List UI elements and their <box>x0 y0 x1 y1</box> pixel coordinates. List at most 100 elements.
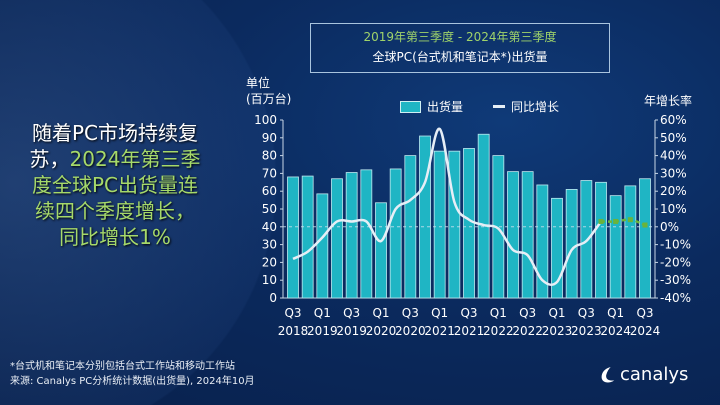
right-axis-label: 年增长率 <box>644 94 693 108</box>
legend-bar-swatch <box>400 100 421 113</box>
bar-Q1-2019 <box>316 193 329 299</box>
left-axis-label-line2: (百万台) <box>246 92 292 106</box>
footnote: *台式机和笔记本分别包括台式工作站和移动工作站 来源: Canalys PC分析… <box>10 359 255 389</box>
left-tick-label: 80 <box>262 149 277 163</box>
headline-white-2: 苏， <box>29 147 70 171</box>
left-axis-label: 单位 (百万台) <box>246 75 291 107</box>
bar-Q2-2021 <box>448 150 461 299</box>
left-tick-label: 40 <box>262 220 277 234</box>
legend: 出货量 同比增长 <box>400 98 559 115</box>
right-tick-label: 60% <box>660 113 687 127</box>
x-tick-quarter: Q1 <box>490 306 507 320</box>
legend-line-label: 同比增长 <box>511 100 560 114</box>
left-tick-label: 10 <box>262 273 277 287</box>
footnote-line1: *台式机和笔记本分别包括台式工作站和移动工作站 <box>10 361 235 372</box>
bar-Q2-2019 <box>331 178 343 299</box>
bar-Q4-2023 <box>595 181 607 299</box>
headline-white-1: 随着PC市场持续复 <box>31 121 199 145</box>
left-tick-label: 60 <box>262 184 277 198</box>
bar-Q2-2023 <box>565 189 578 299</box>
bar-Q2-2024 <box>624 185 637 299</box>
headline-green-2: 度全球PC出货量连 <box>31 173 199 197</box>
right-tick-label: 40% <box>660 149 687 163</box>
canalys-logo: canalys <box>600 364 688 385</box>
left-tick-label: 90 <box>262 131 277 145</box>
headline-green-3: 续四个季度增长， <box>35 199 195 223</box>
growth-point-Q4-2023 <box>598 218 604 224</box>
bar-Q4-2018 <box>301 175 314 299</box>
right-tick-label: -10% <box>660 238 691 252</box>
bar-Q1-2021 <box>433 150 446 299</box>
growth-line-highlight <box>600 218 646 227</box>
bar-Q3-2022 <box>521 171 534 299</box>
x-tick-quarter: Q3 <box>519 306 536 320</box>
x-tick-year: 2020 <box>366 324 397 338</box>
left-tick-label: 30 <box>262 238 277 252</box>
bar-Q3-2019 <box>345 172 358 299</box>
left-axis-label-line1: 单位 <box>246 76 271 90</box>
chart-title-box: 2019年第三季度 - 2024年第三季度 全球PC(台式机和笔记本*)出货量 <box>310 23 610 73</box>
x-tick-quarter: Q1 <box>372 306 389 320</box>
x-tick-quarter: Q3 <box>343 306 360 320</box>
growth-point-Q1-2024 <box>613 218 619 224</box>
right-tick-label: 30% <box>660 166 687 180</box>
x-tick-year: 2020 <box>395 324 426 338</box>
canalys-logo-icon <box>601 366 615 383</box>
chart-title: 全球PC(台式机和笔记本*)出货量 <box>372 50 548 64</box>
legend-line-swatch <box>493 105 506 108</box>
bar-Q4-2019 <box>360 169 373 299</box>
x-tick-year: 2023 <box>542 324 573 338</box>
right-tick-label: -40% <box>660 291 691 305</box>
growth-point-Q3-2024 <box>642 222 648 228</box>
x-tick-quarter: Q3 <box>460 306 477 320</box>
chart-title-period: 2019年第三季度 - 2024年第三季度 <box>363 30 557 44</box>
right-tick-label: -30% <box>660 273 691 287</box>
right-tick-label: 0% <box>660 220 679 234</box>
x-tick-year: 2024 <box>600 324 631 338</box>
right-tick-label: 50% <box>660 131 687 145</box>
left-tick-label: 0 <box>269 291 277 305</box>
right-tick-label: 10% <box>660 202 687 216</box>
legend-bar-label: 出货量 <box>427 100 464 114</box>
bar-Q4-2022 <box>536 184 549 299</box>
bar-Q1-2023 <box>551 197 563 299</box>
x-tick-quarter: Q1 <box>314 306 331 320</box>
growth-point-Q2-2024 <box>627 217 633 223</box>
footnote-source: 来源: Canalys PC分析统计数据(出货量), 2024年10月 <box>10 376 255 387</box>
bar-Q2-2022 <box>507 171 519 299</box>
bar-Q1-2024 <box>609 195 622 299</box>
left-tick-label: 70 <box>262 166 277 180</box>
right-tick-label: 20% <box>660 184 687 198</box>
x-tick-year: 2019 <box>307 324 338 338</box>
x-tick-year: 2024 <box>630 324 661 338</box>
bar-Q3-2024 <box>639 178 651 299</box>
bar-Q1-2020 <box>375 202 387 299</box>
x-tick-year: 2023 <box>571 324 602 338</box>
x-tick-quarter: Q3 <box>578 306 595 320</box>
canalys-logo-text: canalys <box>620 364 689 385</box>
x-tick-quarter: Q1 <box>607 306 624 320</box>
right-tick-label: -20% <box>660 255 691 269</box>
background-arc <box>0 0 300 405</box>
x-tick-quarter: Q1 <box>548 306 565 320</box>
x-tick-year: 2021 <box>454 324 485 338</box>
left-tick-label: 50 <box>262 202 277 216</box>
x-tick-quarter: Q3 <box>636 306 653 320</box>
x-tick-year: 2019 <box>336 324 367 338</box>
x-tick-year: 2018 <box>278 324 309 338</box>
x-tick-year: 2021 <box>424 324 455 338</box>
left-tick-label: 20 <box>262 255 277 269</box>
bar-Q4-2020 <box>419 135 431 299</box>
bar-Q4-2021 <box>477 133 490 299</box>
x-tick-quarter: Q3 <box>284 306 301 320</box>
bar-Q3-2018 <box>287 176 299 299</box>
headline-green-4: 同比增长1% <box>59 225 171 249</box>
headline: 随着PC市场持续复 苏，2024年第三季 度全球PC出货量连 续四个季度增长， … <box>20 120 210 250</box>
x-tick-year: 2022 <box>512 324 543 338</box>
left-tick-label: 100 <box>254 113 277 127</box>
x-tick-year: 2022 <box>483 324 514 338</box>
x-tick-quarter: Q1 <box>431 306 448 320</box>
headline-green-1: 2024年第三季 <box>69 147 201 171</box>
x-tick-quarter: Q3 <box>402 306 419 320</box>
